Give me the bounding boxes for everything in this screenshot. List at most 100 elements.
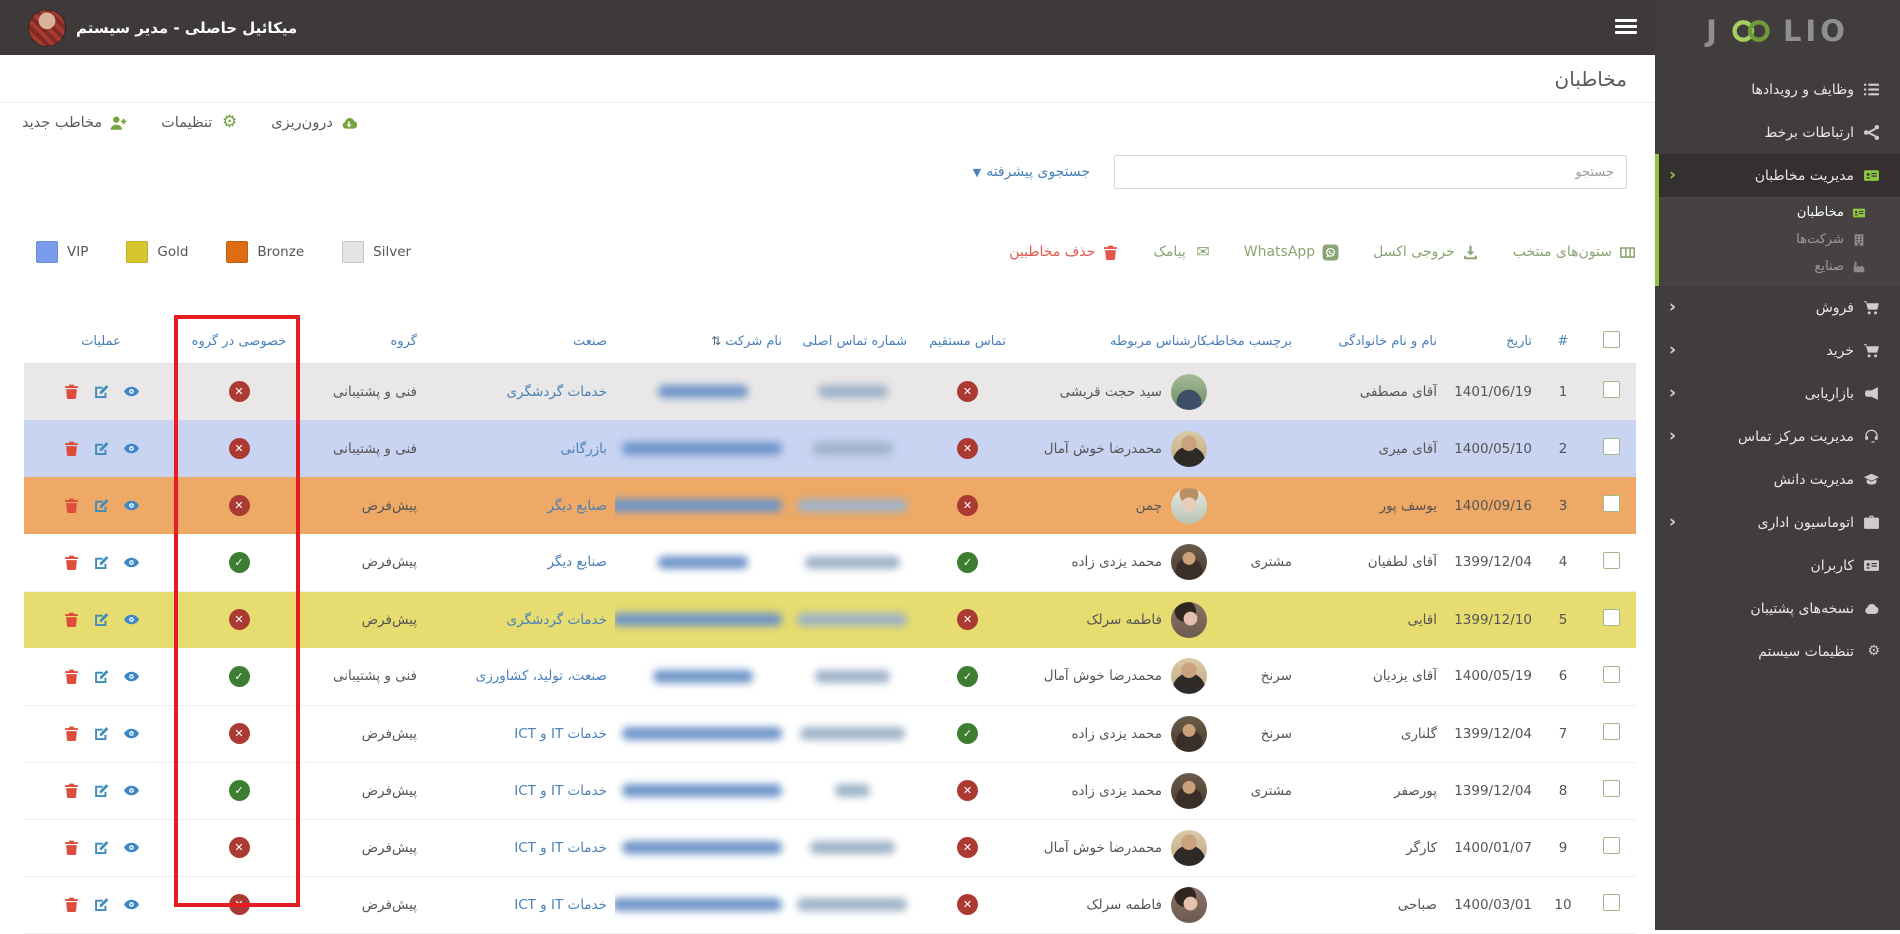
cell-industry-link[interactable]: خدمات IT و ICT [514, 839, 607, 856]
sidebar-subitem[interactable]: مخاطبان [1655, 199, 1900, 226]
header-action-button[interactable]: مخاطب جدید [22, 114, 127, 132]
sidebar-item[interactable]: مدیریت دانش [1655, 458, 1900, 501]
hamburger-menu-icon[interactable] [1615, 19, 1637, 35]
header-action-button[interactable]: ⚙ تنظیمات [161, 114, 237, 132]
row-checkbox[interactable] [1602, 551, 1620, 569]
view-button[interactable] [123, 497, 140, 514]
sidebar-item[interactable]: اتوماسیون اداری ‹ [1655, 501, 1900, 544]
cell-industry-link[interactable]: صنعت، تولید، کشاورزی [475, 668, 607, 685]
edit-button[interactable] [93, 383, 110, 400]
row-number: 8 [1540, 762, 1586, 820]
sort-icon[interactable]: ⇅ [711, 334, 722, 349]
table-row[interactable]: 9 1400/01/07 کارگر محمدرضا خوش آمال ✕ خد… [24, 819, 1636, 877]
cell-industry-link[interactable]: خدمات گردشگری [506, 383, 607, 400]
sidebar-subitem[interactable]: صنایع [1655, 253, 1900, 280]
table-row[interactable]: 7 1399/12/04 گلناری سرنخ محمد یزدی زاده … [24, 705, 1636, 763]
view-button[interactable] [123, 839, 140, 856]
cell-expert: محمد یزدی زاده [1071, 725, 1162, 742]
view-button[interactable] [123, 440, 140, 457]
cell-industry-link[interactable]: خدمات گردشگری [506, 611, 607, 628]
delete-button[interactable] [63, 554, 80, 571]
sidebar-item[interactable]: نسخه‌های پشتیبان [1655, 587, 1900, 630]
row-checkbox[interactable] [1602, 381, 1620, 399]
row-checkbox[interactable] [1602, 894, 1620, 911]
delete-button[interactable] [63, 440, 80, 457]
cell-industry-link[interactable]: بازرگانی [560, 440, 607, 457]
edit-button[interactable] [93, 782, 110, 799]
table-action-link[interactable]: WhatsApp [1244, 244, 1339, 261]
delete-button[interactable] [63, 839, 80, 856]
table-row[interactable]: 8 1399/12/04 پورصفر مشتری محمد یزدی زاده… [24, 762, 1636, 820]
sidebar-item[interactable]: کاربران [1655, 544, 1900, 587]
table-action-delete[interactable]: حذف مخاطبین [1009, 244, 1119, 261]
edit-button[interactable] [93, 725, 110, 742]
cell-industry-link[interactable]: صنایع دیگر [547, 554, 607, 571]
cell-industry-link[interactable]: خدمات IT و ICT [514, 782, 607, 799]
edit-button[interactable] [93, 839, 110, 856]
view-button[interactable] [123, 782, 140, 799]
table-row[interactable]: 4 1399/12/04 آقای لطفیان مشتری محمد یزدی… [24, 534, 1636, 592]
delete-button[interactable] [63, 725, 80, 742]
delete-button[interactable] [63, 668, 80, 685]
row-checkbox[interactable] [1602, 495, 1620, 512]
row-checkbox[interactable] [1602, 723, 1620, 740]
sidebar-item[interactable]: بازاریابی ‹ [1655, 372, 1900, 415]
edit-button[interactable] [93, 554, 110, 571]
view-button[interactable] [123, 896, 140, 913]
sidebar-item[interactable]: ⚙ تنظیمات سیستم [1655, 630, 1900, 673]
user-menu[interactable]: میکائیل حاصلی - مدیر سیستم [28, 0, 297, 55]
cell-industry-link[interactable]: خدمات IT و ICT [514, 725, 607, 742]
table-row[interactable]: 1 1401/06/19 آقای مصطفی سید حجت قریشی ✕ … [24, 363, 1636, 420]
row-checkbox[interactable] [1602, 780, 1620, 797]
table-row[interactable]: 2 1400/05/10 آقای میری محمدرضا خوش آمال … [24, 420, 1636, 477]
expert-avatar [1171, 544, 1207, 581]
sidebar-item[interactable]: خرید ‹ [1655, 329, 1900, 372]
sidebar-item[interactable]: مدیریت مخاطبان ‹ [1655, 154, 1900, 197]
cell-industry-link[interactable]: صنایع دیگر [547, 497, 607, 514]
sidebar-item[interactable]: مدیریت مرکز تماس ‹ [1655, 415, 1900, 458]
cell-tag [1215, 363, 1300, 420]
table-action-link[interactable]: ستون‌های منتخب [1513, 244, 1636, 261]
private-in-group-yes-icon: ✓ [228, 780, 250, 801]
cell-group: پیش‌فرض [361, 497, 417, 514]
sidebar-subitem[interactable]: شرکت‌ها [1655, 226, 1900, 253]
edit-button[interactable] [93, 668, 110, 685]
delete-button[interactable] [63, 896, 80, 913]
column-header-company[interactable]: نام شرکت⇅ [615, 321, 790, 364]
row-checkbox[interactable] [1602, 665, 1620, 683]
sidebar-item[interactable]: وظایف و رویدادها [1655, 68, 1900, 111]
table-row[interactable]: 10 1400/03/01 صباحی فاطمه سرلک ✕ خدمات I… [24, 876, 1636, 934]
view-button[interactable] [123, 668, 140, 685]
edit-button[interactable] [93, 440, 110, 457]
sidebar-item[interactable]: فروش ‹ [1655, 286, 1900, 329]
view-button[interactable] [123, 383, 140, 400]
table-action-link[interactable]: ✉ پیامک [1153, 243, 1209, 261]
table-row[interactable]: 3 1400/09/16 یوسف پور چمن ✕ صنایع دیگر پ… [24, 477, 1636, 534]
search-input[interactable] [1114, 155, 1627, 189]
table-row[interactable]: 5 1399/12/10 اقایی فاطمه سرلک ✕ خدمات گر… [24, 591, 1636, 648]
edit-button[interactable] [93, 497, 110, 514]
delete-button[interactable] [63, 497, 80, 514]
advanced-search-link[interactable]: جستجوی پیشرفته ▼ [973, 164, 1090, 180]
legend-swatch [36, 241, 58, 263]
edit-button[interactable] [93, 611, 110, 628]
blurred-phone [797, 613, 907, 627]
delete-button[interactable] [63, 611, 80, 628]
table-row[interactable]: 6 1400/05/19 آقای یزدیان سرنخ محمدرضا خو… [24, 648, 1636, 706]
delete-button[interactable] [63, 782, 80, 799]
cell-industry-link[interactable]: خدمات IT و ICT [514, 896, 607, 913]
column-header-private: خصوصی در گروه [178, 321, 300, 364]
sidebar-item[interactable]: ارتباطات برخط [1655, 111, 1900, 154]
idcard-icon [1863, 167, 1880, 184]
row-checkbox[interactable] [1602, 609, 1620, 627]
view-button[interactable] [123, 725, 140, 742]
edit-button[interactable] [93, 896, 110, 913]
select-all-checkbox[interactable] [1602, 331, 1620, 349]
row-checkbox[interactable] [1602, 438, 1620, 455]
row-checkbox[interactable] [1602, 837, 1620, 854]
delete-button[interactable] [63, 383, 80, 400]
header-action-button[interactable]: درون‌ریزی [271, 114, 358, 132]
view-button[interactable] [123, 611, 140, 628]
view-button[interactable] [123, 554, 140, 571]
table-action-link[interactable]: خروجی اکسل [1373, 244, 1479, 261]
